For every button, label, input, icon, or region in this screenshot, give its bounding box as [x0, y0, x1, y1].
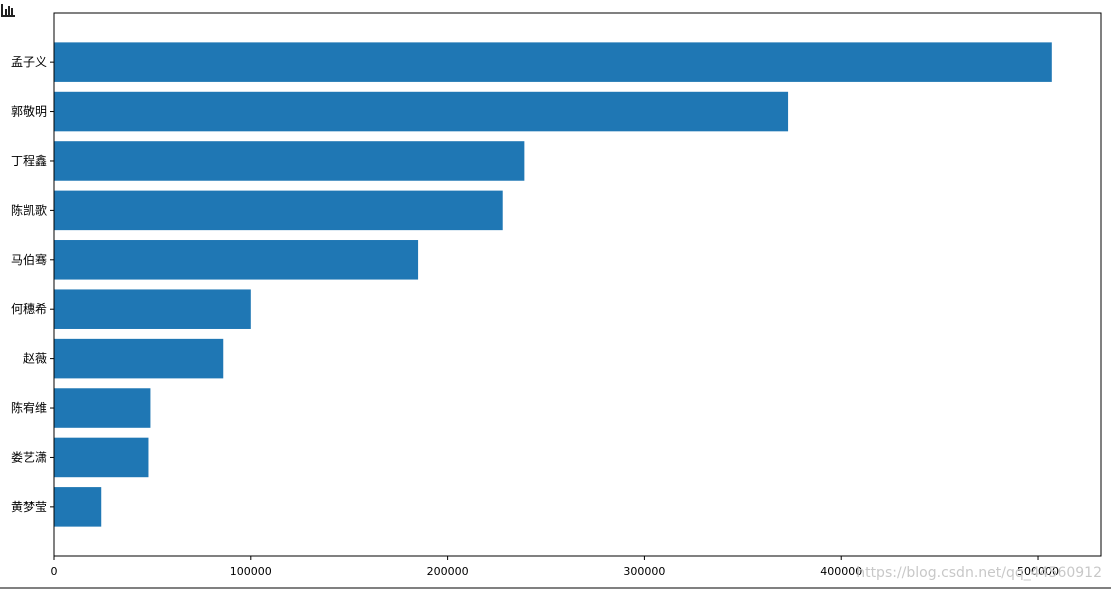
y-tick-label: 何穗希 — [11, 301, 47, 316]
y-tick-label: 赵薇 — [23, 352, 47, 366]
y-tick-label: 马伯骞 — [11, 252, 47, 267]
y-tick-label: 丁程鑫 — [11, 153, 47, 168]
plot-frame — [53, 12, 1102, 557]
bar-7 — [54, 338, 224, 379]
x-tick-label: 100000 — [230, 565, 272, 578]
y-tick-label: 孟子义 — [11, 55, 47, 69]
watermark: https://blog.csdn.net/qq_44560912 — [856, 565, 1102, 581]
bar-chart-icon — [1, 4, 15, 17]
bar-4 — [54, 190, 503, 231]
x-tick-label: 300000 — [623, 565, 665, 578]
x-ticks: 0 100000 200000 300000 400000 500000 — [51, 556, 1059, 578]
y-tick-label: 陈宥维 — [11, 400, 47, 415]
bar-5 — [54, 240, 419, 280]
bar-6 — [54, 289, 251, 329]
bars-group — [54, 42, 1052, 527]
bar-10 — [54, 487, 102, 527]
bar-1 — [54, 42, 1052, 82]
bar-2 — [54, 91, 789, 132]
y-tick-label: 郭敬明 — [11, 105, 47, 119]
bar-8 — [54, 388, 151, 428]
x-tick-label: 200000 — [427, 565, 469, 578]
x-tick-label: 0 — [51, 565, 58, 578]
bar-3 — [54, 141, 525, 181]
bar-9 — [54, 437, 149, 478]
x-tick-label: 400000 — [820, 565, 862, 578]
y-tick-label: 娄艺潇 — [11, 449, 47, 464]
y-tick-label: 黄梦莹 — [11, 500, 47, 514]
x-tick-label: 500000 — [1017, 565, 1059, 578]
y-tick-label: 陈凯歌 — [11, 202, 47, 217]
